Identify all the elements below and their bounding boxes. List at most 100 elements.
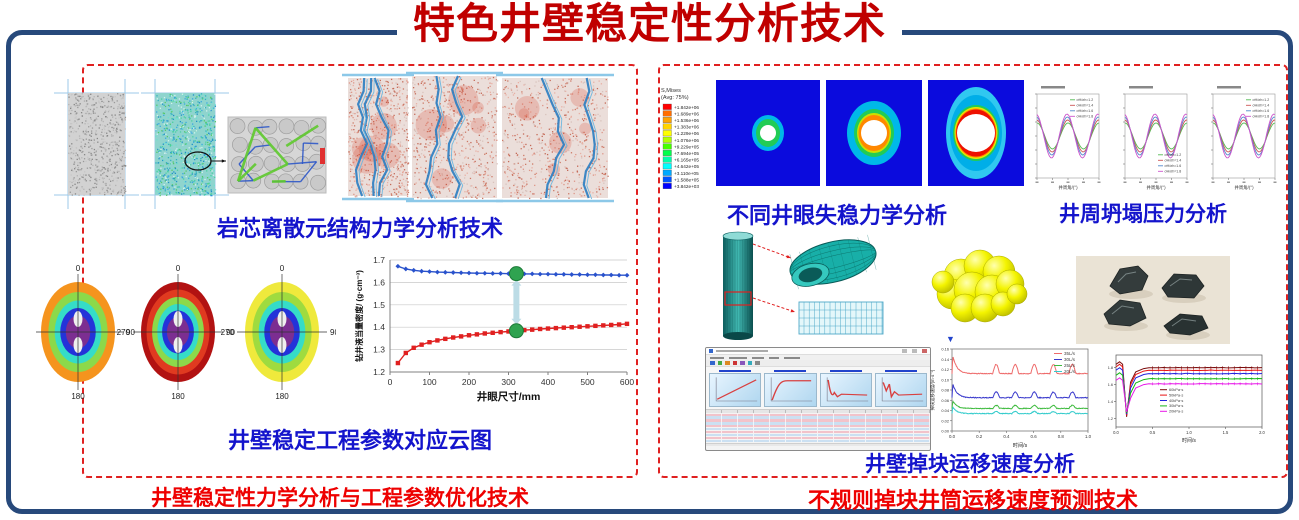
svg-text:1.5: 1.5 [373, 300, 385, 310]
svg-text:0: 0 [76, 264, 81, 273]
svg-text:270: 270 [117, 328, 131, 337]
svg-text:35L/s: 35L/s [1064, 351, 1076, 356]
svg-text:σH/σh=1.2: σH/σh=1.2 [1253, 98, 1270, 102]
caption-right-bottom: 不规则掉块井筒运移速度预测技术 [807, 488, 1138, 513]
svg-text:0.5: 0.5 [1150, 430, 1156, 435]
svg-text:180: 180 [71, 392, 85, 401]
svg-text:0: 0 [280, 264, 285, 273]
svg-text:0: 0 [176, 264, 181, 273]
svg-text:σH/σh=1.8: σH/σh=1.8 [1077, 115, 1094, 119]
rock-debris-photo [1076, 256, 1230, 344]
svg-text:σH/σh=1.6: σH/σh=1.6 [1165, 164, 1182, 168]
svg-text:0.00: 0.00 [941, 429, 949, 434]
svg-text:2.0: 2.0 [1259, 430, 1265, 435]
page-title-text: 特色井壁稳定性分析技术 [396, 0, 902, 49]
svg-text:500: 500 [580, 377, 594, 387]
polar-contour-plots: 090180270090180270090180270 [36, 264, 336, 401]
svg-text:0.2: 0.2 [976, 434, 983, 439]
svg-text:0.14: 0.14 [941, 357, 949, 362]
svg-text:0.8: 0.8 [1058, 434, 1065, 439]
svg-text:+1.588e+05: +1.588e+05 [674, 177, 699, 182]
svg-text:σH/σh=1.4: σH/σh=1.4 [1253, 104, 1270, 108]
svg-text:100: 100 [422, 377, 436, 387]
svg-text:1.3: 1.3 [373, 345, 385, 355]
svg-text:0.06: 0.06 [941, 398, 949, 403]
page-title: 特色井壁稳定性分析技术 [0, 0, 1299, 49]
wellbore-fea-contours [716, 80, 1024, 186]
caption-cloud-map: 井壁稳定工程参数对应云图 [227, 428, 492, 453]
svg-text:30kPa·s: 30kPa·s [1169, 403, 1183, 408]
svg-text:180: 180 [275, 392, 289, 401]
svg-text:井周角/(°): 井周角/(°) [1146, 184, 1166, 191]
debris-sphere-cluster-model [931, 249, 1028, 323]
caption-fea: 不同井眼失稳力学分析 [726, 203, 947, 228]
svg-text:90: 90 [226, 328, 235, 337]
caption-debris: 井壁掉块运移速度分析 [865, 453, 1075, 476]
svg-text:(Avg: 75%): (Avg: 75%) [661, 95, 689, 101]
svg-text:0.16: 0.16 [941, 347, 949, 352]
svg-text:1.0: 1.0 [1085, 434, 1092, 439]
svg-text:σH/σh=1.2: σH/σh=1.2 [1077, 98, 1094, 102]
left-panel-border [82, 64, 638, 478]
svg-text:1.2: 1.2 [373, 367, 385, 377]
svg-text:0.04: 0.04 [941, 408, 949, 413]
svg-text:+7.694e+05: +7.694e+05 [674, 151, 699, 156]
svg-text:+6.165e+05: +6.165e+05 [674, 158, 699, 163]
right-panel-border [658, 64, 1288, 478]
svg-text:+1.076e+06: +1.076e+06 [674, 138, 699, 143]
svg-text:1.0: 1.0 [1186, 430, 1192, 435]
svg-text:井周角/(°): 井周角/(°) [1234, 184, 1254, 191]
svg-text:0.10: 0.10 [941, 377, 949, 382]
svg-text:25L/s: 25L/s [1064, 363, 1076, 368]
svg-text:σH/σh=1.8: σH/σh=1.8 [1165, 170, 1182, 174]
collapse-pressure-charts: σH/σh=1.2σH/σh=1.4σH/σh=1.6σH/σh=1.8井周角/… [1035, 86, 1277, 191]
svg-text:+1.383e+06: +1.383e+06 [674, 125, 699, 130]
svg-text:+3.842e+03: +3.842e+03 [674, 184, 699, 189]
svg-text:1.6: 1.6 [1108, 383, 1113, 387]
svg-text:600: 600 [620, 377, 634, 387]
svg-text:270: 270 [221, 328, 235, 337]
svg-text:0.12: 0.12 [941, 367, 949, 372]
svg-text:1.2: 1.2 [1108, 417, 1113, 421]
svg-text:时间/s: 时间/s [1182, 437, 1196, 444]
svg-text:300: 300 [501, 377, 515, 387]
svg-text:井眼尺寸/mm: 井眼尺寸/mm [477, 390, 541, 403]
svg-text:+1.229e+06: +1.229e+06 [674, 131, 699, 136]
svg-text:0: 0 [388, 377, 393, 387]
svg-text:1.6: 1.6 [373, 277, 385, 287]
wellbore-mesh-model-figure [722, 231, 884, 340]
svg-text:90: 90 [126, 328, 135, 337]
svg-text:σH/σh=1.4: σH/σh=1.4 [1165, 159, 1182, 163]
svg-text:掉块运移速度/(m·s⁻¹): 掉块运移速度/(m·s⁻¹) [929, 369, 936, 410]
svg-text:40kPa·s: 40kPa·s [1169, 398, 1183, 403]
svg-text:90: 90 [330, 328, 336, 337]
svg-text:1.4: 1.4 [1108, 400, 1113, 404]
svg-text:σH/σh=1.6: σH/σh=1.6 [1253, 109, 1270, 113]
svg-text:+1.842e+06: +1.842e+06 [674, 105, 699, 110]
core-dem-simulation-figure [54, 71, 614, 209]
svg-text:σH/σh=1.8: σH/σh=1.8 [1253, 115, 1270, 119]
viscosity-velocity-chart: 1.2 1.4 1.6 1.8 0.0 0.5 1.0 1.5 2.0 60kPa·s50kPa·… [1108, 354, 1266, 444]
svg-text:30L/s: 30L/s [1064, 357, 1076, 362]
svg-text:0.08: 0.08 [941, 388, 949, 393]
svg-text:1.7: 1.7 [373, 255, 385, 265]
stress-legend: S,Mises(Avg: 75%) +1.842e+06+1.689e+06 +1.… [661, 88, 699, 189]
svg-text:σH/σh=1.2: σH/σh=1.2 [1165, 153, 1182, 157]
svg-text:+4.642e+05: +4.642e+05 [674, 164, 699, 169]
svg-text:时间/s: 时间/s [1013, 441, 1028, 449]
svg-text:60kPa·s: 60kPa·s [1169, 387, 1183, 392]
svg-text:0.0: 0.0 [1113, 430, 1119, 435]
svg-text:+1.689e+06: +1.689e+06 [674, 111, 699, 116]
svg-text:+9.229e+05: +9.229e+05 [674, 144, 699, 149]
density-vs-holesize-chart: 1.2 1.3 1.4 1.5 1.6 1.7 0 100 200 300 400 500 600 钻井液… [354, 255, 634, 403]
svg-text:σH/σh=1.6: σH/σh=1.6 [1077, 109, 1094, 113]
svg-text:1.8: 1.8 [1108, 366, 1113, 370]
caption-left-bottom: 井壁稳定性力学分析与工程参数优化技术 [151, 487, 529, 510]
debris-velocity-chart: 0.00 0.02 0.04 0.06 0.08 0.10 0.12 0.14 0.16 0.0 0… [929, 347, 1092, 450]
svg-text:+3.110e+05: +3.110e+05 [674, 171, 699, 176]
caption-collapse: 井周坍塌压力分析 [1059, 203, 1227, 226]
svg-text:200: 200 [462, 377, 476, 387]
svg-text:井周角/(°): 井周角/(°) [1058, 184, 1078, 191]
svg-text:0.4: 0.4 [1003, 434, 1010, 439]
svg-text:S,Mises: S,Mises [661, 88, 681, 94]
